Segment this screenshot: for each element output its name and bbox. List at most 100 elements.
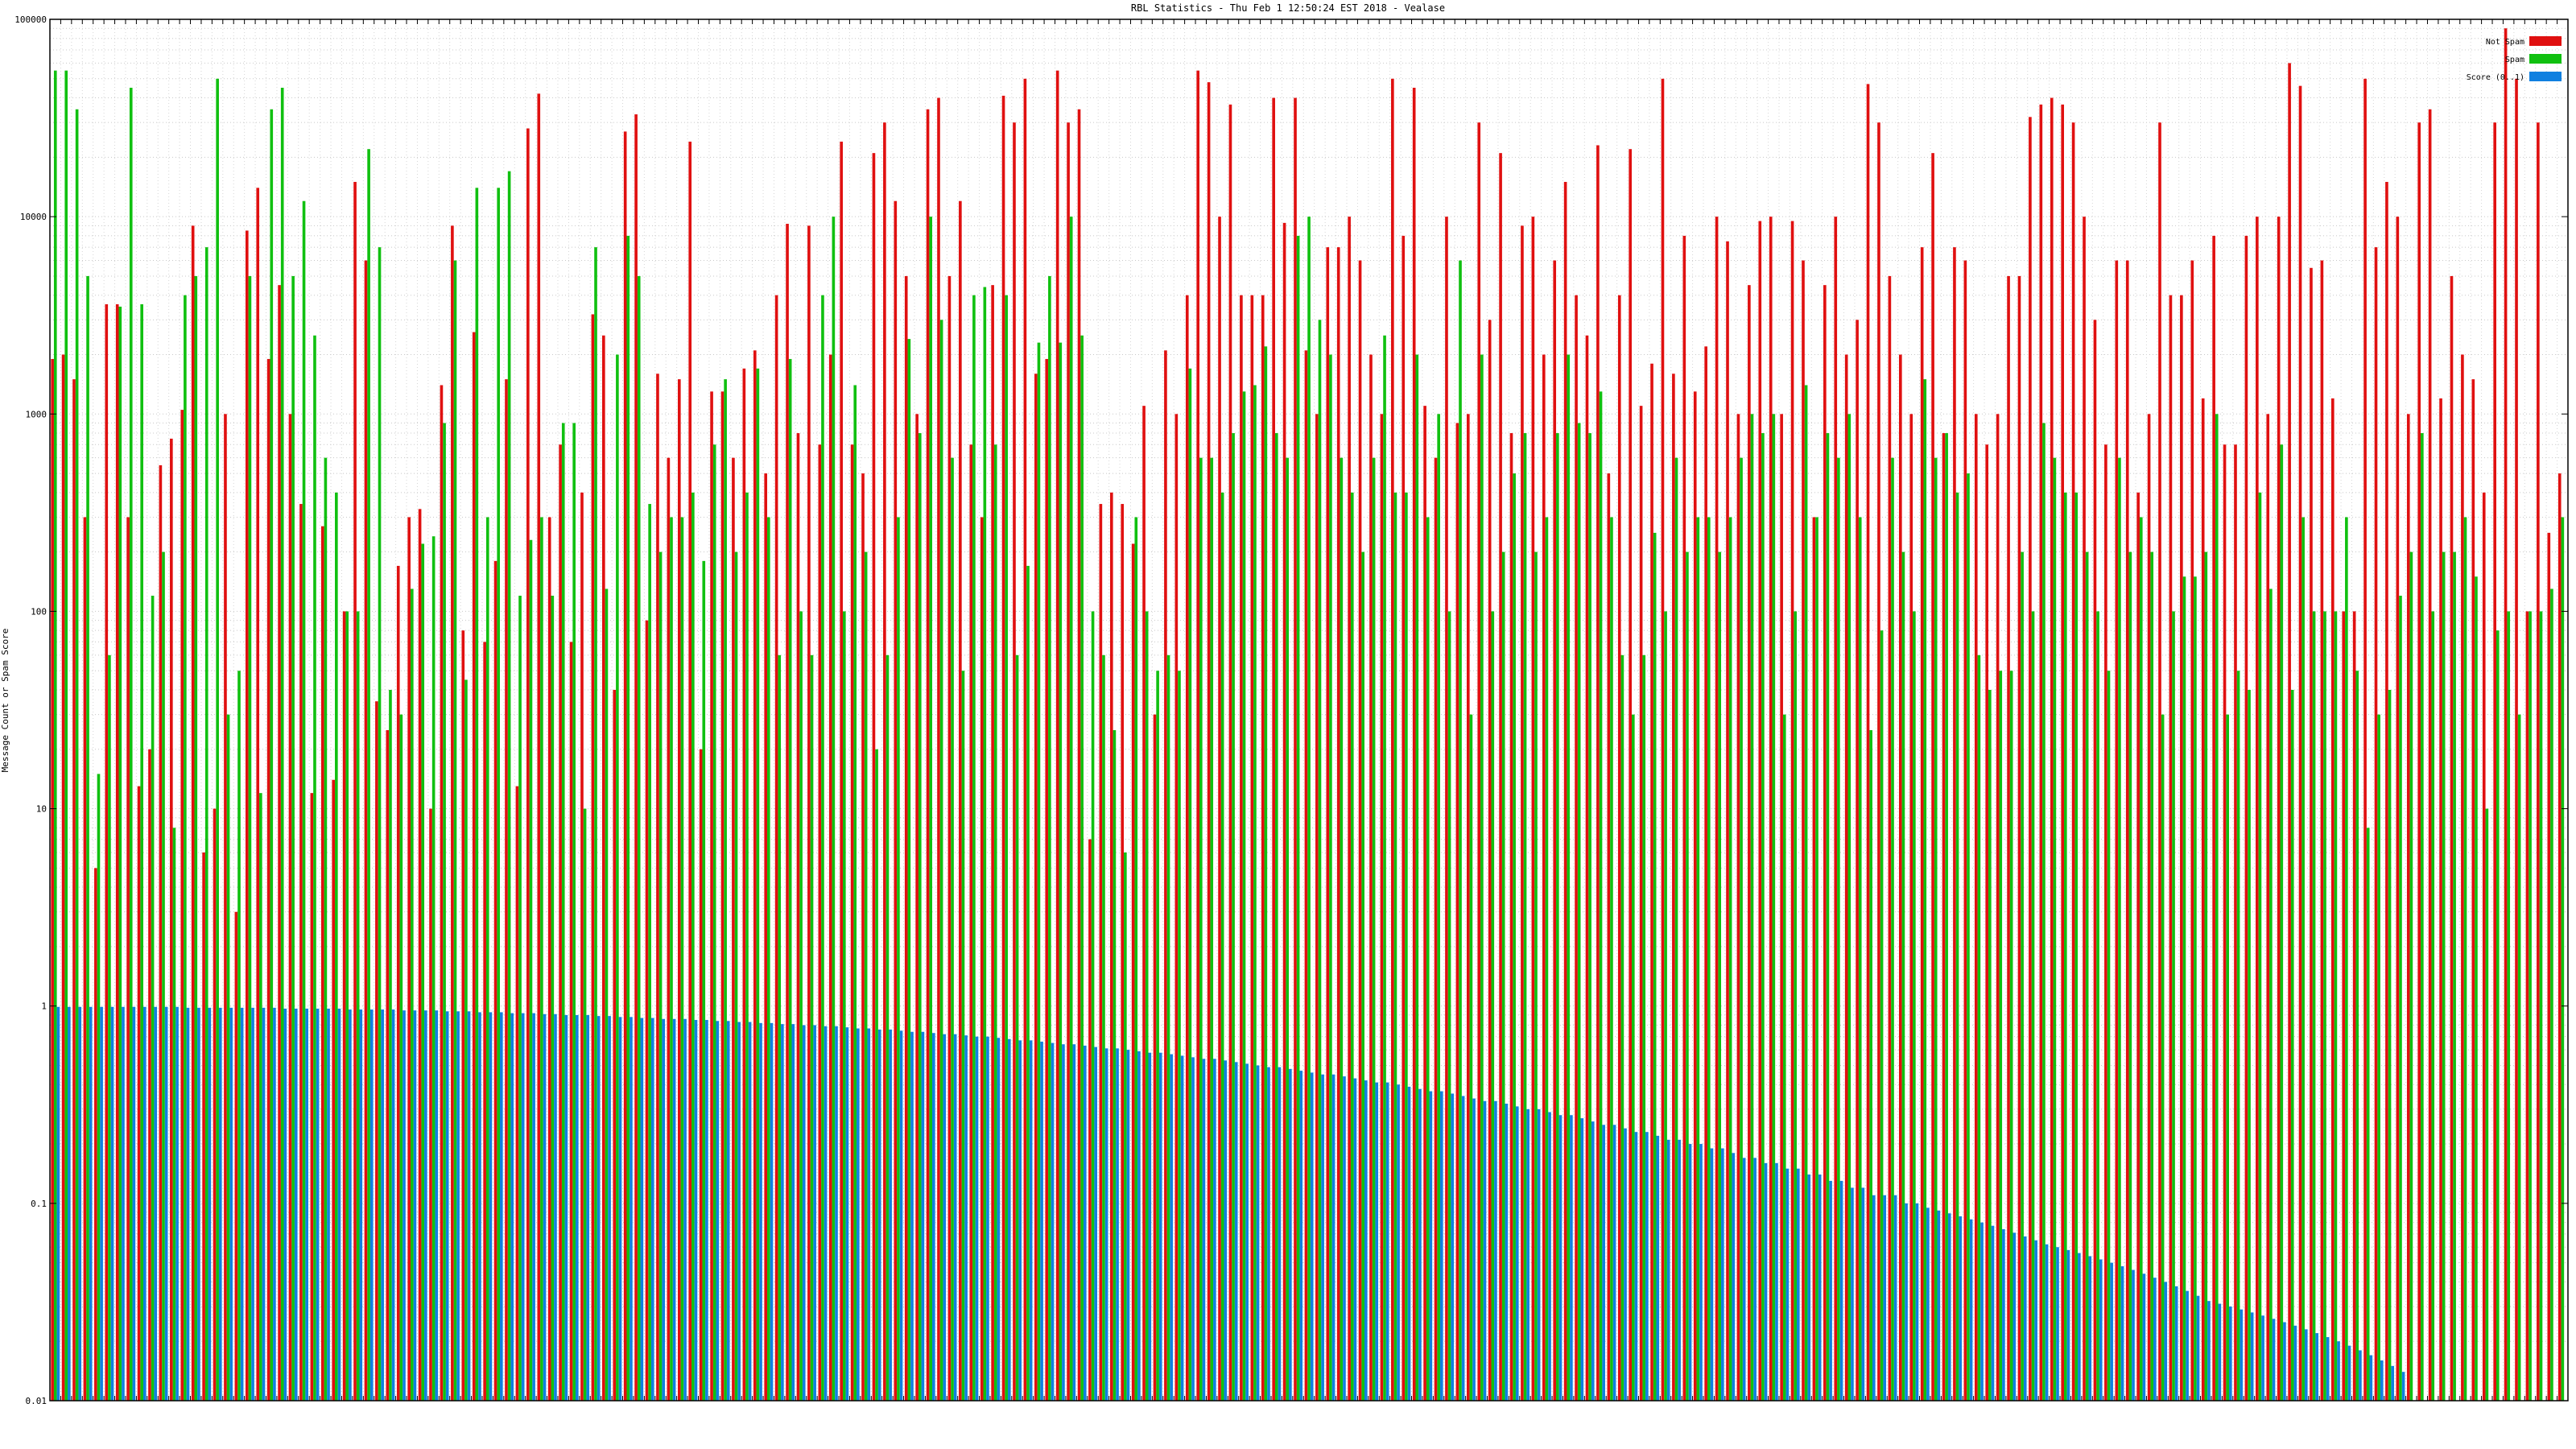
bar-2 bbox=[89, 1006, 93, 1401]
bar-2 bbox=[683, 1018, 687, 1401]
bar-1 bbox=[1588, 433, 1591, 1402]
bar-0 bbox=[1001, 95, 1005, 1402]
bar-2 bbox=[1872, 1195, 1876, 1401]
bar-2 bbox=[1472, 1098, 1476, 1401]
bar-0 bbox=[115, 303, 119, 1402]
bar-1 bbox=[1048, 275, 1051, 1401]
bar-0 bbox=[1553, 260, 1557, 1402]
bar-2 bbox=[1959, 1216, 1962, 1401]
bar-1 bbox=[1826, 433, 1830, 1402]
bar-2 bbox=[2034, 1240, 2037, 1401]
bar-2 bbox=[650, 1018, 654, 1401]
bar-0 bbox=[602, 335, 605, 1402]
bar-2 bbox=[327, 1008, 330, 1401]
bar-2 bbox=[1104, 1048, 1108, 1401]
bar-1 bbox=[356, 611, 360, 1401]
bar-0 bbox=[1844, 354, 1848, 1401]
bar-1 bbox=[237, 671, 241, 1401]
bar-2 bbox=[1602, 1125, 1605, 1401]
bar-0 bbox=[807, 225, 811, 1401]
bar-1 bbox=[1242, 391, 1246, 1402]
bar-2 bbox=[305, 1008, 308, 1401]
bar-0 bbox=[969, 444, 973, 1402]
bar-1 bbox=[561, 423, 565, 1401]
bar-2 bbox=[1785, 1168, 1790, 1401]
bar-2 bbox=[1299, 1071, 1303, 1401]
bar-1 bbox=[788, 358, 792, 1401]
bar-2 bbox=[1851, 1187, 1854, 1401]
bar-1 bbox=[1707, 517, 1711, 1401]
bar-0 bbox=[1769, 217, 1773, 1402]
bar-2 bbox=[986, 1036, 989, 1401]
bar-2 bbox=[1624, 1128, 1627, 1401]
bar-2 bbox=[889, 1029, 892, 1401]
bar-0 bbox=[353, 181, 357, 1401]
bar-2 bbox=[1375, 1082, 1379, 1401]
bar-1 bbox=[1610, 517, 1613, 1401]
bar-2 bbox=[1158, 1052, 1162, 1401]
bar-2 bbox=[2013, 1232, 2017, 1401]
bar-2 bbox=[2056, 1247, 2059, 1401]
bar-1 bbox=[2021, 551, 2024, 1401]
bar-0 bbox=[1099, 504, 1103, 1401]
bar-1 bbox=[1124, 852, 1127, 1401]
bar-0 bbox=[1898, 354, 1902, 1401]
bar-0 bbox=[2493, 122, 2496, 1402]
bar-2 bbox=[1040, 1041, 1043, 1401]
bar-2 bbox=[1558, 1115, 1563, 1401]
bar-0 bbox=[137, 786, 141, 1401]
bar-0 bbox=[159, 464, 163, 1401]
bar-0 bbox=[213, 808, 217, 1401]
bar-0 bbox=[2471, 379, 2475, 1402]
bar-0 bbox=[2115, 260, 2119, 1402]
bar-0 bbox=[2244, 235, 2248, 1401]
bar-2 bbox=[175, 1006, 179, 1401]
bar-0 bbox=[764, 473, 768, 1401]
bar-2 bbox=[770, 1022, 774, 1401]
bar-2 bbox=[349, 1009, 352, 1401]
bar-0 bbox=[2234, 444, 2237, 1402]
bar-2 bbox=[456, 1011, 460, 1401]
bar-0 bbox=[1985, 444, 1989, 1402]
bar-1 bbox=[1178, 671, 1181, 1401]
bar-1 bbox=[1415, 354, 1419, 1401]
bar-0 bbox=[180, 410, 184, 1401]
bar-0 bbox=[1499, 153, 1502, 1402]
bar-2 bbox=[2023, 1236, 2027, 1401]
bar-2 bbox=[2359, 1350, 2362, 1401]
bar-2 bbox=[618, 1017, 622, 1401]
bar-1 bbox=[421, 543, 425, 1401]
bar-0 bbox=[2017, 275, 2021, 1401]
bar-2 bbox=[1353, 1078, 1357, 1401]
y-tick-label: 10000 bbox=[20, 212, 47, 222]
bar-2 bbox=[369, 1009, 374, 1401]
legend-swatch bbox=[2529, 72, 2562, 81]
bar-2 bbox=[1915, 1203, 1919, 1401]
bar-1 bbox=[616, 354, 619, 1401]
bar-0 bbox=[1563, 181, 1567, 1401]
bar-0 bbox=[1963, 260, 1967, 1402]
bar-1 bbox=[2334, 611, 2338, 1401]
bar-0 bbox=[2330, 398, 2334, 1401]
bar-1 bbox=[2507, 611, 2511, 1401]
bar-2 bbox=[1224, 1060, 1228, 1401]
bar-1 bbox=[226, 714, 230, 1401]
bar-0 bbox=[904, 275, 908, 1401]
bar-1 bbox=[1264, 346, 1268, 1401]
bar-0 bbox=[688, 141, 692, 1402]
bar-0 bbox=[1909, 414, 1913, 1402]
bar-0 bbox=[2147, 414, 2151, 1402]
bar-1 bbox=[1015, 654, 1019, 1401]
bar-1 bbox=[1383, 335, 1386, 1402]
bar-1 bbox=[2096, 611, 2099, 1401]
bar-2 bbox=[1980, 1222, 1984, 1401]
bar-0 bbox=[1661, 78, 1665, 1401]
bar-0 bbox=[51, 358, 54, 1401]
bar-2 bbox=[791, 1024, 795, 1401]
bar-0 bbox=[1358, 260, 1362, 1402]
bar-1 bbox=[1318, 320, 1322, 1401]
bar-2 bbox=[1137, 1051, 1141, 1401]
bar-2 bbox=[554, 1013, 557, 1401]
bar-0 bbox=[1142, 406, 1146, 1402]
bar-0 bbox=[1531, 217, 1535, 1402]
